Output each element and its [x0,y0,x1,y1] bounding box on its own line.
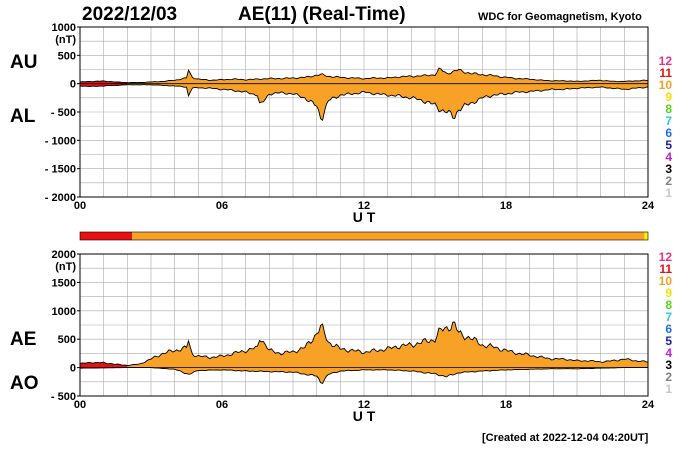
x-tick-label: 06 [216,200,228,212]
legend-entry-7: 7 [665,310,672,324]
y-tick-label: 0 [70,79,76,91]
y-tick-label: - 1500 [45,164,76,176]
legend-entry-4: 4 [665,150,672,164]
x-tick-label: 24 [642,399,655,411]
status-frame [79,231,649,241]
legend-entry-5: 5 [665,334,672,348]
legend-entry-3: 3 [665,358,672,372]
unit-label: (nT) [55,261,76,273]
created-timestamp: [Created at 2022-12-04 04:20UT] [482,432,649,444]
legend-bottom: 12 11 10 9 8 7 6 5 4 3 2 1 [646,251,672,395]
y-tick-label: - 1000 [45,135,76,147]
legend-entry-2: 2 [665,174,672,188]
legend-entry-10: 10 [658,274,672,288]
area-fill [80,322,648,384]
legend-entry-6: 6 [665,322,672,336]
plot-title: AE(11) (Real-Time) [238,4,406,25]
legend-entry-2: 2 [665,370,672,384]
y-tick-label: 1000 [52,22,76,34]
legend-entry-11: 11 [659,262,672,276]
x-tick-label: 24 [642,200,655,212]
data-source-label: WDC for Geomagnetism, Kyoto [478,11,642,23]
legend-entry-7: 7 [665,114,672,128]
y-tick-label: 1500 [52,277,76,289]
y-tick-label: - 500 [51,107,76,119]
plot-frame [79,253,649,397]
au-label: AU [10,52,38,73]
y-tick-label: - 500 [51,391,76,403]
status-bar [79,231,649,241]
area-fill [80,68,648,121]
x-tick-label: 18 [500,399,512,411]
series-line-ae [79,321,649,366]
ae-ao-panel: 2000 1500 1000 500 0 - 500 (nT) 00 06 12 18 24 U T [51,249,655,424]
y-tick-label: 1000 [52,306,76,318]
y-tick-label: 500 [58,334,76,346]
x-tick-label: 06 [216,399,228,411]
ao-label: AO [10,373,39,394]
x-tick-label: 12 [358,200,370,212]
x-axis-label: U T [353,209,376,225]
x-tick-label: 12 [358,399,370,411]
y-tick-label: 2000 [52,249,76,261]
series-line-al [79,84,649,121]
plot-date: 2022/12/03 [82,4,178,25]
legend-entry-12: 12 [658,54,672,68]
y-tick-label: - 2000 [45,192,76,204]
legend-entry-6: 6 [665,126,672,140]
al-label: AL [10,106,36,127]
legend-entry-9: 9 [665,90,672,104]
series-line-ao [80,367,648,384]
status-segment-yellow [644,232,648,240]
x-axis-label: U T [353,408,376,424]
legend-entry-11: 11 [659,66,672,80]
au-al-panel: 1000 500 0 - 500 - 1000 - 1500 - 2000 (nT) 00 06 1… [45,22,655,225]
legend-entry-10: 10 [658,78,672,92]
x-tick-label: 00 [74,200,86,212]
legend-entry-4: 4 [665,346,672,360]
legend-entry-5: 5 [665,138,672,152]
legend-entry-1: 1 [665,186,672,200]
unit-label: (nT) [55,34,76,46]
legend-entry-8: 8 [665,298,672,312]
x-tick-label: 00 [74,399,86,411]
status-segment-red [80,232,133,240]
area-fill-red [80,362,128,369]
y-tick-label: 0 [70,363,76,375]
y-tick-label: 500 [58,50,76,62]
legend-entry-8: 8 [665,102,672,116]
ae-label: AE [10,329,37,350]
status-segment-orange [132,232,645,240]
legend-entry-3: 3 [665,162,672,176]
legend-entry-1: 1 [665,382,672,396]
legend-entry-12: 12 [658,250,672,264]
x-tick-label: 18 [500,200,512,212]
legend-top: 12 11 10 9 8 7 6 5 4 3 2 1 [646,55,672,199]
legend-entry-9: 9 [665,286,672,300]
series-line-au [79,67,649,84]
